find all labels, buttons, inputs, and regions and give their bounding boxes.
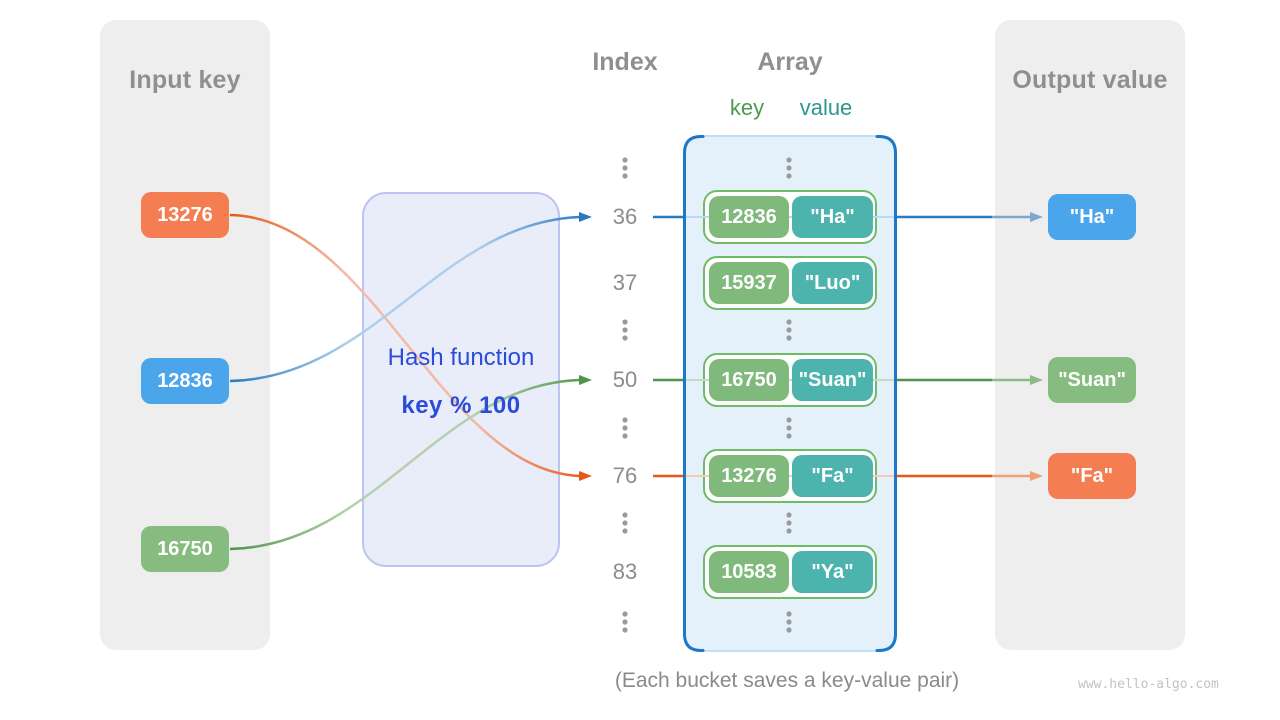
input-key-pill-13276: 13276	[141, 192, 229, 238]
index-value-83: 83	[612, 559, 638, 584]
bucket-key-pill: 10583	[709, 551, 789, 593]
caption: (Each bucket saves a key-value pair)	[614, 669, 960, 692]
input-key-title: Input key	[129, 66, 241, 94]
output-value-pill-fa: "Fa"	[1048, 453, 1136, 499]
key-column-header: key	[729, 95, 765, 120]
value-column-header: value	[799, 95, 853, 120]
index-header: Index	[592, 48, 658, 76]
bucket-key-pill: 12836	[709, 196, 789, 238]
output-value-panel: Output value	[995, 20, 1185, 650]
index-value-50: 50	[612, 367, 638, 392]
arrowhead-to-index-50	[579, 375, 592, 385]
index-value-36: 36	[612, 204, 638, 229]
bucket-value-pill: "Ya"	[792, 551, 873, 593]
bucket-key-pill: 16750	[709, 359, 789, 401]
watermark: www.hello-algo.com	[1078, 677, 1219, 692]
arrowhead-to-index-36	[579, 212, 592, 222]
bucket-value-pill: "Ha"	[792, 196, 873, 238]
hash-function-formula: key % 100	[401, 392, 521, 419]
input-key-pill-16750: 16750	[141, 526, 229, 572]
bucket-key-pill: 15937	[709, 262, 789, 304]
index-value-37: 37	[612, 270, 638, 295]
hash-function-label: Hash function	[387, 344, 535, 371]
index-value-76: 76	[612, 463, 638, 488]
output-value-pill-ha: "Ha"	[1048, 194, 1136, 240]
bucket-value-pill: "Luo"	[792, 262, 873, 304]
array-header: Array	[757, 48, 823, 76]
arrowhead-to-index-76	[579, 471, 592, 481]
bucket-value-pill: "Fa"	[792, 455, 873, 497]
bucket-key-pill: 13276	[709, 455, 789, 497]
bucket-value-pill: "Suan"	[792, 359, 873, 401]
input-key-pill-12836: 12836	[141, 358, 229, 404]
output-value-pill-suan: "Suan"	[1048, 357, 1136, 403]
output-value-title: Output value	[1012, 66, 1168, 94]
hash-function-box	[362, 192, 560, 567]
